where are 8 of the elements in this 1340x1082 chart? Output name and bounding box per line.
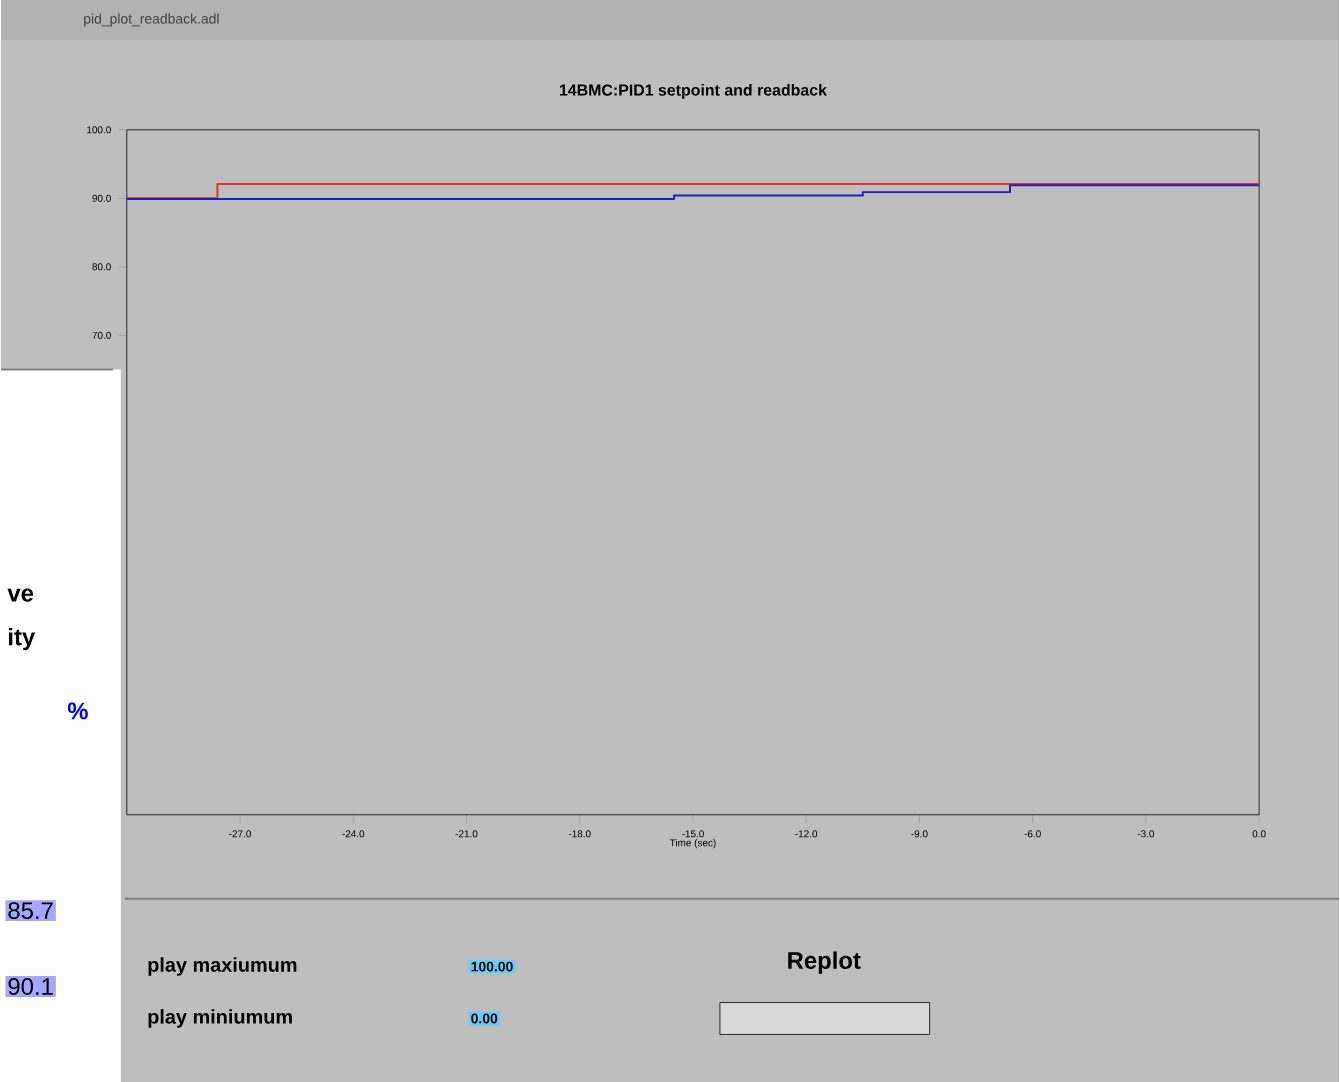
text: ve (7, 588, 34, 602)
text: play maxiumum (148, 957, 297, 976)
text: Replot (788, 951, 861, 974)
text: ity (9, 627, 36, 650)
text: 90.1 (8, 977, 53, 995)
text: play miniumum (148, 1009, 292, 1028)
text: % (67, 702, 88, 720)
text: 85.7 (8, 902, 53, 919)
